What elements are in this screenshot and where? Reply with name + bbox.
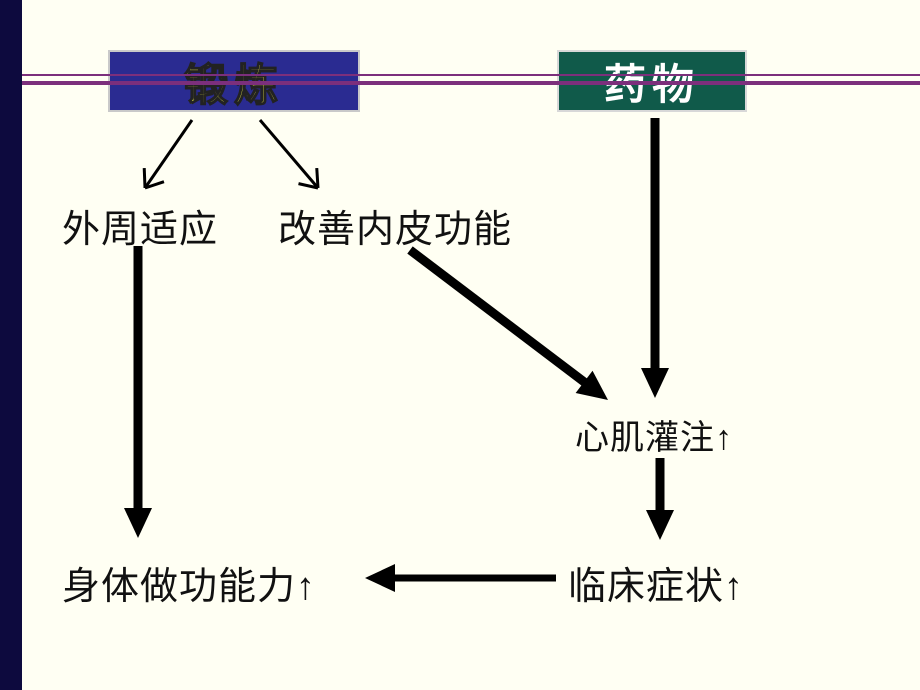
arrow-layer	[0, 0, 920, 690]
